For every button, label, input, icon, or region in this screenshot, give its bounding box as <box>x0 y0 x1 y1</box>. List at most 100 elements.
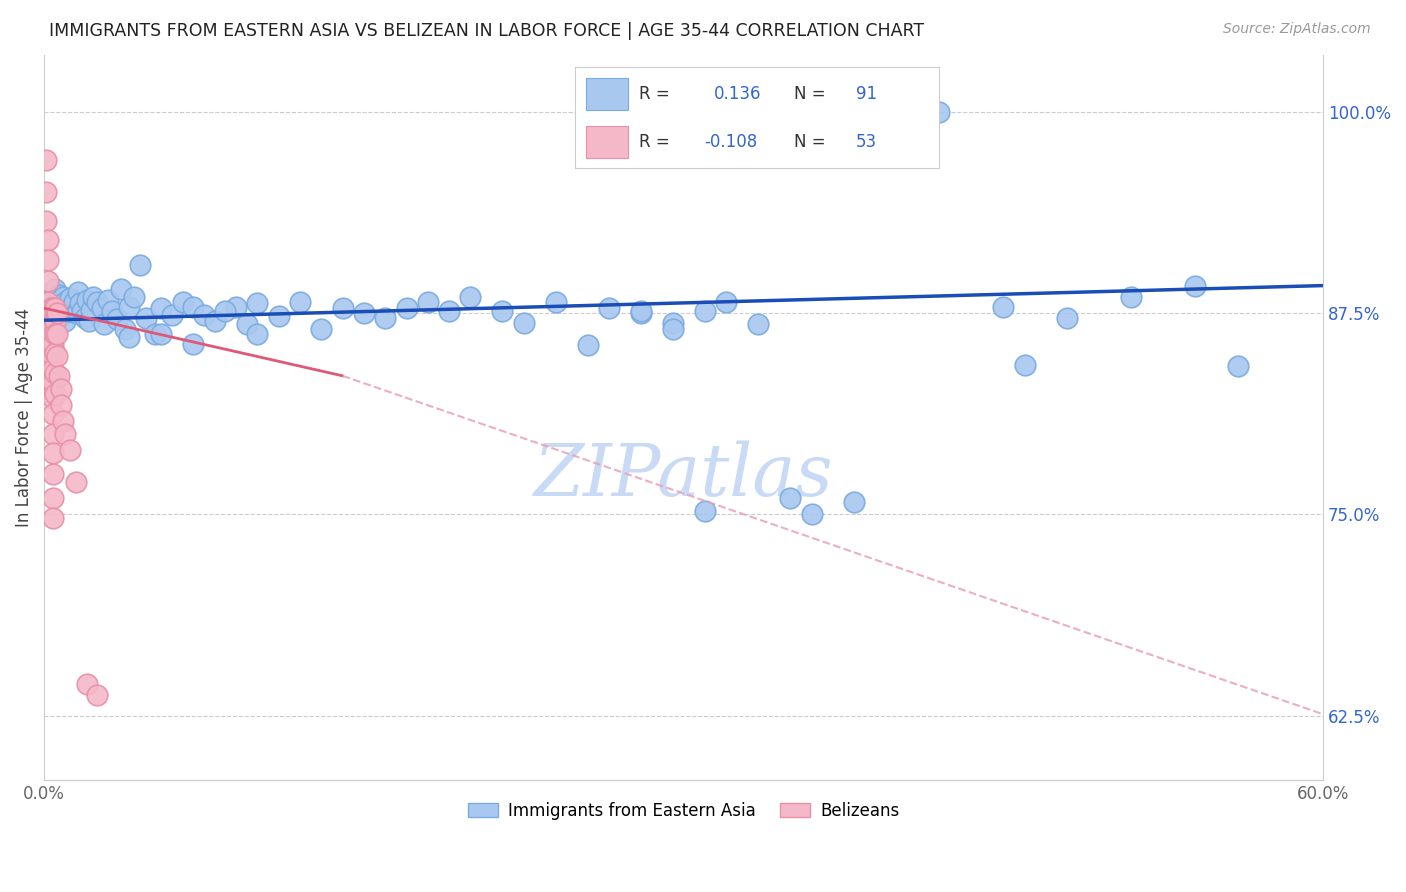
Point <box>55 294 77 309</box>
Point <box>44 346 66 360</box>
Point <box>67 285 90 299</box>
Point <box>1056 310 1078 325</box>
Point <box>44 314 66 328</box>
Point <box>41 310 63 325</box>
Point <box>779 491 801 506</box>
Point <box>129 258 152 272</box>
Point <box>45 301 67 315</box>
Point <box>172 294 194 309</box>
Point <box>39 301 62 315</box>
Point <box>41 408 63 422</box>
Point <box>65 475 87 490</box>
Point <box>44 366 66 380</box>
Point <box>39 376 62 390</box>
Point <box>39 314 62 328</box>
Text: IMMIGRANTS FROM EASTERN ASIA VS BELIZEAN IN LABOR FORCE | AGE 35-44 CORRELATION : IMMIGRANTS FROM EASTERN ASIA VS BELIZEAN… <box>49 22 924 40</box>
Point <box>235 318 257 332</box>
Point <box>39 326 62 341</box>
Point <box>37 298 59 312</box>
Point <box>460 290 482 304</box>
Point <box>225 300 247 314</box>
Point <box>44 282 66 296</box>
Point <box>800 508 823 522</box>
Point <box>41 306 63 320</box>
Point <box>693 504 716 518</box>
Point <box>374 310 396 325</box>
Point <box>160 308 183 322</box>
Point <box>39 309 62 323</box>
Point <box>41 326 63 341</box>
Point <box>72 304 94 318</box>
Point <box>59 292 82 306</box>
Point <box>76 293 98 307</box>
Point <box>39 366 62 380</box>
Point <box>48 368 70 383</box>
Point <box>90 301 112 315</box>
Point <box>716 294 738 309</box>
Point <box>67 304 90 318</box>
Point <box>44 386 66 401</box>
Point <box>1121 290 1143 304</box>
Point <box>332 301 354 315</box>
Text: Source: ZipAtlas.com: Source: ZipAtlas.com <box>1223 22 1371 37</box>
Point <box>844 104 866 119</box>
Point <box>928 104 950 119</box>
Point <box>150 326 173 341</box>
Point <box>56 304 79 318</box>
Point <box>37 252 59 267</box>
Point <box>544 294 567 309</box>
Point <box>45 326 67 341</box>
Point <box>51 398 73 412</box>
Point <box>97 293 120 307</box>
Point <box>41 301 63 315</box>
Point <box>86 294 108 309</box>
Point <box>193 308 215 322</box>
Point <box>246 326 269 341</box>
Point <box>41 290 63 304</box>
Point <box>246 296 269 310</box>
Point <box>1226 359 1249 373</box>
Point <box>110 282 132 296</box>
Point <box>693 304 716 318</box>
Point <box>353 306 375 320</box>
Point <box>309 322 332 336</box>
Point <box>35 214 58 228</box>
Point <box>416 294 439 309</box>
Point <box>44 301 66 315</box>
Point <box>39 336 62 351</box>
Point <box>69 296 91 310</box>
Point <box>41 446 63 460</box>
Point <box>35 185 58 199</box>
Point <box>576 338 599 352</box>
Point <box>630 306 652 320</box>
Point <box>118 330 141 344</box>
Point <box>41 376 63 390</box>
Point <box>183 300 205 314</box>
Point <box>630 304 652 318</box>
Point <box>51 382 73 396</box>
Point <box>45 306 67 320</box>
Point <box>48 306 70 320</box>
Point <box>41 426 63 441</box>
Point <box>76 676 98 690</box>
Point <box>844 494 866 508</box>
Point <box>35 153 58 167</box>
Point <box>214 304 236 318</box>
Point <box>55 314 77 328</box>
Point <box>101 304 124 318</box>
Point <box>44 316 66 330</box>
Point <box>73 310 96 325</box>
Point <box>662 322 685 336</box>
Point <box>41 491 63 506</box>
Point <box>37 294 59 309</box>
Point <box>65 306 87 320</box>
Point <box>114 322 136 336</box>
Point <box>135 310 157 325</box>
Point <box>41 392 63 406</box>
Point <box>1014 358 1036 372</box>
Point <box>41 314 63 328</box>
Point <box>45 350 67 364</box>
Text: ZIPatlas: ZIPatlas <box>534 441 834 511</box>
Point <box>41 467 63 482</box>
Point <box>41 350 63 364</box>
